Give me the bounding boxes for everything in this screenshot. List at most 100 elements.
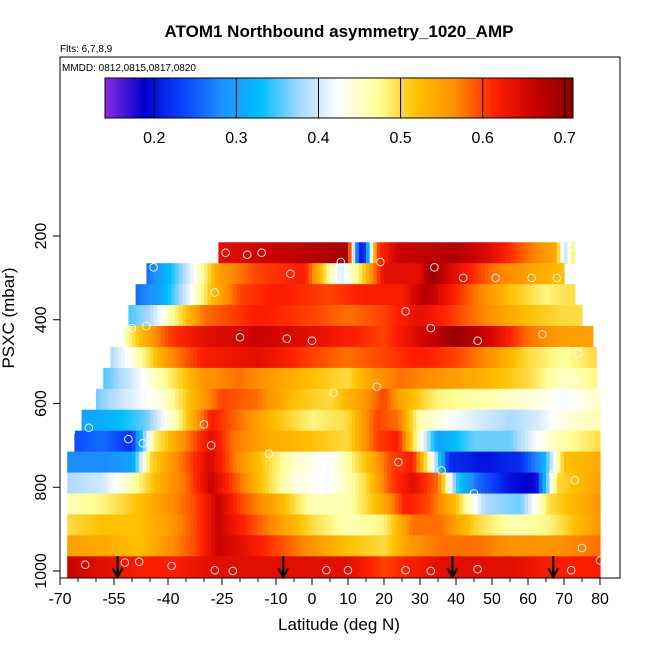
heatmap-cell: [276, 430, 281, 453]
heatmap-cell: [114, 388, 119, 411]
heatmap-cell: [423, 493, 428, 516]
sample-circle: [257, 248, 266, 258]
heatmap-cell: [286, 305, 291, 327]
heatmap-cell: [337, 409, 342, 432]
heatmap-cell: [88, 472, 93, 495]
heatmap-cell: [128, 346, 133, 369]
heatmap-cell: [553, 535, 558, 557]
heatmap-cell: [524, 556, 529, 578]
heatmap-cell: [412, 388, 417, 411]
heatmap-cell: [99, 514, 104, 537]
heatmap-cell: [326, 451, 331, 474]
heatmap-cell: [196, 263, 201, 285]
heatmap-cell: [182, 367, 187, 390]
heatmap-cell: [348, 305, 353, 327]
heatmap-cell: [297, 305, 302, 327]
heatmap-cell: [240, 493, 245, 516]
heatmap-cell: [232, 472, 237, 495]
heatmap-cell: [283, 409, 288, 432]
heatmap-cell: [510, 305, 515, 327]
heatmap-cell: [398, 514, 403, 537]
heatmap-cell: [322, 284, 327, 306]
heatmap-cell: [110, 409, 115, 432]
heatmap-cell: [322, 430, 327, 453]
heatmap-cell: [312, 409, 317, 432]
heatmap-cell: [376, 556, 381, 578]
heatmap-cell: [394, 409, 399, 432]
heatmap-cell: [384, 472, 389, 495]
heatmap-cell: [560, 451, 565, 474]
heatmap-cell: [470, 388, 475, 411]
heatmap-cell: [556, 284, 561, 306]
heatmap-cell: [135, 451, 140, 474]
heatmap-cell: [168, 430, 173, 453]
heatmap-cell: [553, 388, 558, 411]
heatmap-cell: [484, 346, 489, 369]
heatmap-cell: [535, 346, 540, 369]
heatmap-cell: [160, 263, 165, 285]
heatmap-cell: [308, 472, 313, 495]
heatmap-cell: [319, 263, 324, 285]
heatmap-cell: [114, 556, 119, 578]
heatmap-cell: [405, 388, 410, 411]
heatmap-cell: [456, 242, 461, 264]
heatmap-cell: [366, 493, 371, 516]
heatmap-cell: [182, 305, 187, 327]
heatmap-cell: [106, 535, 111, 557]
heatmap-cell: [182, 430, 187, 453]
heatmap-cell: [103, 409, 108, 432]
heatmap-cell: [153, 451, 158, 474]
heatmap-cell: [229, 326, 234, 348]
heatmap-cell: [117, 346, 122, 369]
heatmap-cell: [398, 556, 403, 578]
flight-arrows: [111, 556, 560, 580]
heatmap-cell: [153, 284, 158, 306]
sample-circle: [106, 273, 115, 283]
heatmap-cell: [121, 493, 126, 516]
heatmap-cell: [409, 493, 414, 516]
heatmap-cell: [506, 514, 511, 537]
heatmap-cell: [492, 326, 497, 348]
heatmap-cell: [376, 514, 381, 537]
heatmap-cell: [398, 472, 403, 495]
heatmap-cell: [276, 326, 281, 348]
heatmap-cell: [308, 556, 313, 578]
heatmap-cell: [99, 493, 104, 516]
heatmap-cell: [258, 388, 263, 411]
heatmap-cell: [229, 514, 234, 537]
heatmap-cell: [85, 409, 90, 432]
heatmap-cell: [492, 388, 497, 411]
heatmap-cell: [517, 472, 522, 495]
heatmap-cell: [592, 346, 597, 369]
heatmap-cell: [376, 535, 381, 557]
heatmap-cell: [211, 535, 216, 557]
heatmap-cell: [463, 514, 468, 537]
heatmap-cell: [232, 367, 237, 390]
sample-circle: [592, 315, 601, 325]
heatmap-cell: [456, 514, 461, 537]
heatmap-cell: [513, 451, 518, 474]
heatmap-cell: [254, 284, 259, 306]
heatmap-cell: [240, 430, 245, 453]
heatmap-cell: [150, 346, 155, 369]
heatmap-cell: [510, 493, 515, 516]
heatmap-cell: [225, 242, 230, 264]
heatmap-cell: [128, 305, 133, 327]
heatmap-cell: [430, 388, 435, 411]
heatmap-cell: [322, 535, 327, 557]
heatmap-cell: [409, 556, 414, 578]
heatmap-cell: [272, 367, 277, 390]
heatmap-cell: [196, 430, 201, 453]
heatmap-cell: [358, 430, 363, 453]
heatmap-cell: [207, 409, 212, 432]
heatmap-cell: [384, 367, 389, 390]
heatmap-cell: [513, 409, 518, 432]
heatmap-cell: [121, 430, 126, 453]
heatmap-cell: [499, 284, 504, 306]
heatmap-cell: [366, 242, 371, 264]
heatmap-cell: [513, 242, 518, 264]
heatmap-cell: [333, 409, 338, 432]
heatmap-cell: [391, 242, 396, 264]
sample-circle: [167, 561, 176, 571]
heatmap-cell: [81, 472, 86, 495]
